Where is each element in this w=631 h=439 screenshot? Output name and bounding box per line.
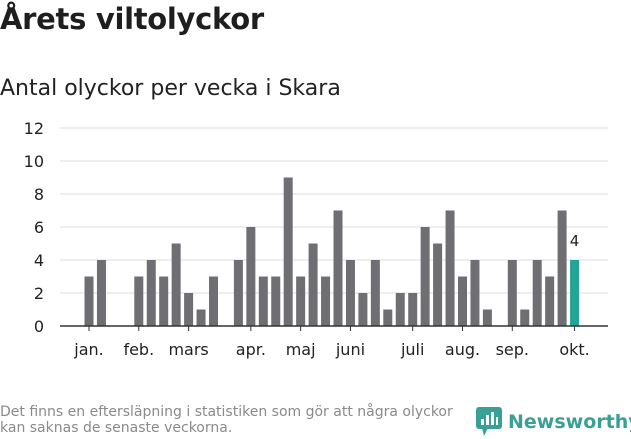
bar-week-16 [271,276,281,326]
newsworthy-logo: Newsworthy [476,407,631,437]
chart-subtitle: Antal olyckor per vecka i Skara [0,76,341,101]
bar-week-21 [333,210,343,326]
bar-week-27 [408,293,418,326]
bar-highlight-week-40 [570,260,580,326]
bar-week-25 [383,309,393,326]
bar-chart: 0 2 4 6 8 10 12 4 jan. feb. mars apr. maj juni juli aug… [24,119,608,359]
bar-week-32 [470,260,480,326]
bar-week-2 [96,260,106,326]
bar-week-38 [545,276,555,326]
bar-week-31 [458,276,467,326]
y-tick-label: 10 [24,152,44,171]
bar-week-33 [482,309,492,326]
bar-week-6 [146,260,156,326]
highlight-value-label: 4 [570,232,580,250]
x-tick-label: sep. [496,340,529,359]
x-tick-label: maj [286,340,316,359]
x-tick-label: juni [335,340,365,359]
bar-week-39 [557,210,567,326]
bar-week-26 [395,293,405,326]
bar-week-37 [532,260,542,326]
footnote: Det finns en eftersläpning i statistiken… [0,404,453,436]
bar-week-19 [308,243,318,326]
y-tick-label: 8 [34,185,44,204]
chart-title: Årets viltolyckor [0,2,264,36]
bar-week-1 [84,276,94,326]
bar-week-13 [233,260,243,326]
bar-week-9 [184,293,194,326]
bar-week-35 [507,260,517,326]
bar-week-10 [196,309,206,326]
y-tick-label: 4 [34,251,44,270]
bar-week-15 [258,276,268,326]
x-tick-label: apr. [236,340,266,359]
y-tick-label: 0 [34,317,44,336]
x-tick-label: okt. [559,340,589,359]
newsworthy-icon [476,407,502,436]
bar-week-22 [345,260,355,326]
x-tick-label: juli [400,340,424,359]
bar-week-24 [370,260,380,326]
y-tick-label: 6 [34,218,44,237]
bar-week-30 [445,210,455,326]
x-tick-label: jan. [73,340,103,359]
y-tick-label: 2 [34,284,44,303]
bar-week-5 [134,276,144,326]
bar-week-17 [283,177,293,326]
bar-week-18 [296,276,306,326]
brand-name: Newsworthy [508,411,631,433]
bar-week-14 [246,227,256,326]
bar-week-11 [209,276,218,326]
x-tick-label: aug. [445,340,480,359]
bar-week-36 [520,309,530,326]
x-tick-label: feb. [123,340,154,359]
bar-week-7 [159,276,169,326]
bar-week-20 [321,276,331,326]
bar-week-28 [420,227,430,326]
bar-week-23 [358,293,368,326]
bar-week-29 [433,243,443,326]
bar-week-8 [171,243,181,326]
y-tick-label: 12 [24,119,44,138]
x-tick-label: mars [168,340,208,359]
